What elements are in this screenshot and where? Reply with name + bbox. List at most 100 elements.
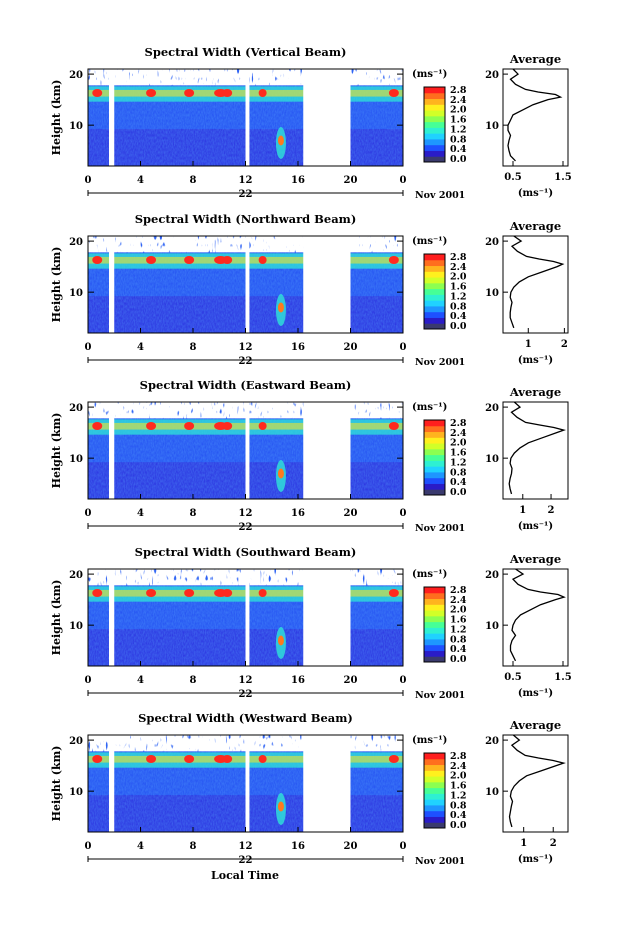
colorbar-swatch [424,150,445,157]
colorbar-tick-label: 2.4 [450,95,467,106]
colorbar-tick-label: 1.2 [450,790,467,801]
average-title: Average [509,385,561,399]
x-tick-label: 8 [190,175,197,186]
avg-x-tick-label: 0.5 [504,172,521,183]
high-width-spot [258,255,267,264]
high-width-spot [92,421,103,430]
x-tick-label: 12 [239,841,253,852]
heatmap [88,69,403,166]
x-tick-label: 8 [190,841,197,852]
avg-profile-line [509,568,566,662]
date-month-year: Nov 2001 [415,856,465,867]
average-profile-panel: Average 10 20 1 2 (ms⁻¹) [485,219,569,366]
data-gap [245,236,250,333]
colorbar-swatch [424,592,445,600]
average-frame [502,568,569,667]
x-tick-label: 12 [239,175,253,186]
panel-1: Spectral Width (Vertical Beam) 10 20 0 4 8 12 1… [50,45,572,201]
colorbar-swatch [424,587,445,594]
x-tick-label: 0 [85,342,92,353]
x-tick-label: 16 [291,841,305,852]
colorbar-tick-label: 1.2 [450,457,467,468]
x-tick-label: 20 [344,841,358,852]
colorbar-swatch [424,443,445,450]
colorbar-swatch [424,598,445,605]
high-width-spot [258,754,267,763]
x-tick-label: 8 [190,508,197,519]
x-tick-label: 0 [400,675,407,686]
average-title: Average [509,219,561,233]
colorbar-tick-label: 2.8 [450,252,467,263]
y-axis-label: Height (km) [50,413,63,489]
colorbar-swatch [424,454,445,461]
date-day: 22 [239,189,253,200]
high-width-spot [222,588,233,597]
colorbar-tick-label: 2.8 [450,585,467,596]
colorbar-tick-label: 0.8 [450,301,467,312]
colorbar [423,253,446,330]
x-tick-label: 20 [344,175,358,186]
y-axis-label: Height (km) [50,80,63,156]
colorbar-tick-label: 0.8 [450,467,467,478]
avg-x-tick-label: 2 [548,505,555,516]
x-tick-label: 16 [291,342,305,353]
colorbar-swatch [424,115,445,123]
colorbar-tick-label: 0.0 [450,820,467,831]
data-gap [245,402,250,499]
colorbar-swatch [424,282,445,290]
colorbar-swatch [424,156,445,163]
high-width-spot [184,255,195,264]
x-tick-label: 12 [239,508,253,519]
colorbar-swatch [424,764,445,771]
colorbar-swatch [424,621,445,628]
avg-x-tick-label: 1.5 [554,172,571,183]
colorbar-tick-label: 0.8 [450,134,467,145]
colorbar-frame [423,253,446,330]
convective-core [277,135,284,146]
colorbar-tick-label: 0.0 [450,154,467,165]
colorbar-swatch [424,87,445,94]
x-tick-label: 16 [291,508,305,519]
x-tick-label: 0 [400,841,407,852]
colorbar-swatch [424,254,445,261]
high-width-spot [258,421,267,430]
high-width-spot [146,588,157,597]
colorbar-tick-label: 2.0 [450,771,467,782]
y-tick-label: 10 [69,288,83,299]
high-width-spot [388,421,399,430]
avg-y-tick-label: 10 [485,787,499,798]
avg-x-tick-label: 1 [525,339,532,350]
x-tick-label: 0 [400,342,407,353]
colorbar-swatch [424,133,445,140]
colorbar-tick-label: 2.0 [450,105,467,116]
x-tick-label: 4 [137,342,144,353]
colorbar [423,586,446,663]
data-gap [245,569,250,666]
colorbar-swatch [424,770,445,777]
x-tick-label: 0 [400,175,407,186]
colorbar-swatch [424,144,445,151]
x-tick-label: 16 [291,675,305,686]
colorbar-tick-label: 2.0 [450,438,467,449]
panel-4: Spectral Width (Southward Beam) 10 20 0 4 8 12… [50,545,572,701]
high-width-spot [388,88,399,97]
x-tick-label: 20 [344,508,358,519]
data-gap [303,569,351,666]
date-month-year: Nov 2001 [415,523,465,534]
panel-title: Spectral Width (Vertical Beam) [145,45,347,59]
date-month-year: Nov 2001 [415,690,465,701]
y-tick-label: 20 [69,736,83,747]
x-axis-label: Local Time [211,869,279,882]
avg-y-tick-label: 10 [485,454,499,465]
y-axis-label: Height (km) [50,580,63,656]
avg-profile-line [508,734,566,828]
colorbar-unit: (ms⁻¹) [412,735,447,746]
colorbar-swatch [424,425,445,433]
colorbar-swatch [424,816,445,823]
x-tick-label: 0 [85,675,92,686]
average-title: Average [509,718,561,732]
heatmap [88,236,403,333]
high-width-spot [222,88,233,97]
colorbar-swatch [424,644,445,651]
